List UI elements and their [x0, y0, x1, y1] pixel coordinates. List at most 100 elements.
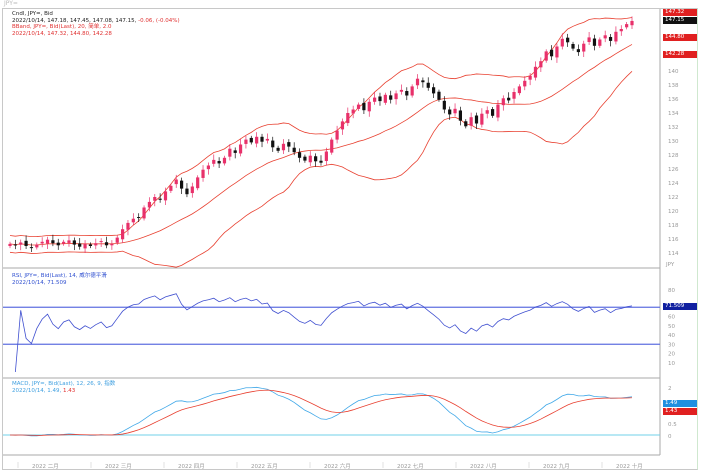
- price-axis-label: 138: [668, 83, 679, 89]
- candle-body: [99, 241, 103, 243]
- rsi-axis-label: 20: [668, 352, 675, 358]
- candle-body: [35, 244, 39, 248]
- candle-body: [405, 91, 409, 96]
- candle-body: [308, 155, 312, 163]
- candle-body: [587, 37, 591, 43]
- last-price-tag: 147.15: [663, 17, 697, 24]
- candle-body: [335, 130, 339, 140]
- month-label: 2022 六月: [324, 464, 351, 470]
- candle-body: [603, 35, 607, 39]
- candle-body: [619, 29, 623, 32]
- rsi-axis-label: 80: [668, 288, 675, 294]
- candle-body: [51, 240, 55, 244]
- candle-body: [485, 110, 489, 114]
- price-axis-label: 116: [668, 237, 679, 243]
- candle-body: [598, 39, 602, 46]
- candle-body: [126, 222, 130, 230]
- candle-body: [19, 242, 23, 245]
- candle-body: [110, 243, 114, 246]
- candle-body: [453, 108, 457, 114]
- candle-body: [614, 31, 618, 42]
- candle-body: [592, 38, 597, 46]
- candle-body: [426, 82, 430, 88]
- window-title: JPY=: [4, 0, 18, 7]
- candle-body: [29, 247, 34, 249]
- candle-body: [249, 137, 253, 143]
- candle-body: [330, 139, 334, 153]
- candle-body: [45, 239, 50, 244]
- price-axis-label: 124: [668, 181, 679, 187]
- candle-body: [410, 86, 414, 96]
- rsi-legend: RSI, JPY=, Bid(Last), 14, 威尔德平滑 2022/10/…: [12, 273, 107, 286]
- candle-body: [142, 207, 146, 219]
- candle-body: [442, 100, 446, 110]
- candle-body: [378, 96, 382, 102]
- month-label: 2022 五月: [251, 464, 278, 470]
- macd-line: [9, 386, 633, 437]
- rsi-value-tag: 71.509: [663, 303, 697, 310]
- candle-body: [469, 117, 473, 126]
- rsi-line: [14, 293, 633, 373]
- price-axis-label: 120: [668, 209, 679, 215]
- candle-body: [389, 95, 393, 100]
- candle-body: [121, 229, 125, 240]
- candle-body: [276, 147, 280, 151]
- bband-upper-line: [9, 17, 633, 238]
- candle-body: [539, 61, 543, 68]
- candle-body: [373, 97, 377, 102]
- candle-body: [158, 198, 162, 200]
- price-axis-label: 128: [668, 153, 679, 159]
- candle-body: [474, 115, 479, 124]
- signal-value-tag: 1.43: [663, 408, 697, 415]
- candle-body: [255, 136, 259, 144]
- candle-body: [185, 188, 189, 195]
- candle-body: [630, 20, 634, 26]
- candle-body: [356, 104, 361, 109]
- candle-body: [163, 191, 168, 201]
- candle-body: [56, 242, 60, 246]
- candle-body: [582, 43, 586, 52]
- month-label: 2022 十月: [616, 464, 643, 470]
- candle-body: [555, 46, 559, 58]
- candle-body: [437, 91, 441, 100]
- rsi-axis-label: 30: [668, 342, 675, 348]
- candle-body: [196, 177, 200, 189]
- candle-body: [131, 218, 135, 223]
- candle-body: [571, 43, 575, 49]
- candle-body: [399, 89, 404, 92]
- price-units-label: JPY: [665, 262, 675, 268]
- month-label: 2022 八月: [470, 464, 497, 470]
- candle-body: [319, 160, 323, 163]
- candle-body: [265, 138, 269, 141]
- candle-body: [394, 93, 398, 100]
- candle-body: [287, 142, 291, 147]
- candle-body: [260, 136, 264, 142]
- bband-mid-line: [9, 44, 633, 246]
- candle-body: [222, 157, 227, 164]
- candle-body: [190, 186, 194, 194]
- candle-body: [415, 78, 420, 86]
- candle-body: [512, 92, 516, 99]
- bband-lower-line: [9, 71, 633, 268]
- macd-axis-label: 2: [668, 386, 672, 392]
- month-label: 2022 二月: [32, 464, 59, 470]
- candle-body: [625, 24, 629, 28]
- candle-body: [206, 165, 210, 170]
- candle-body: [88, 244, 93, 246]
- candle-body: [67, 240, 71, 243]
- candle-body: [217, 161, 221, 164]
- candle-body: [297, 152, 302, 158]
- macd-axis-label: 0.5: [668, 422, 677, 428]
- candle-body: [533, 66, 538, 78]
- rsi-axis-label: 60: [668, 315, 675, 321]
- candle-body: [179, 180, 184, 189]
- candle-body: [228, 148, 232, 157]
- rsi-axis-label: 10: [668, 361, 675, 367]
- candle-body: [544, 51, 548, 61]
- candle-body: [560, 38, 564, 47]
- mid-band-tag: 144.80: [663, 34, 697, 41]
- rsi-axis-label: 50: [668, 324, 675, 330]
- candle-body: [314, 156, 318, 162]
